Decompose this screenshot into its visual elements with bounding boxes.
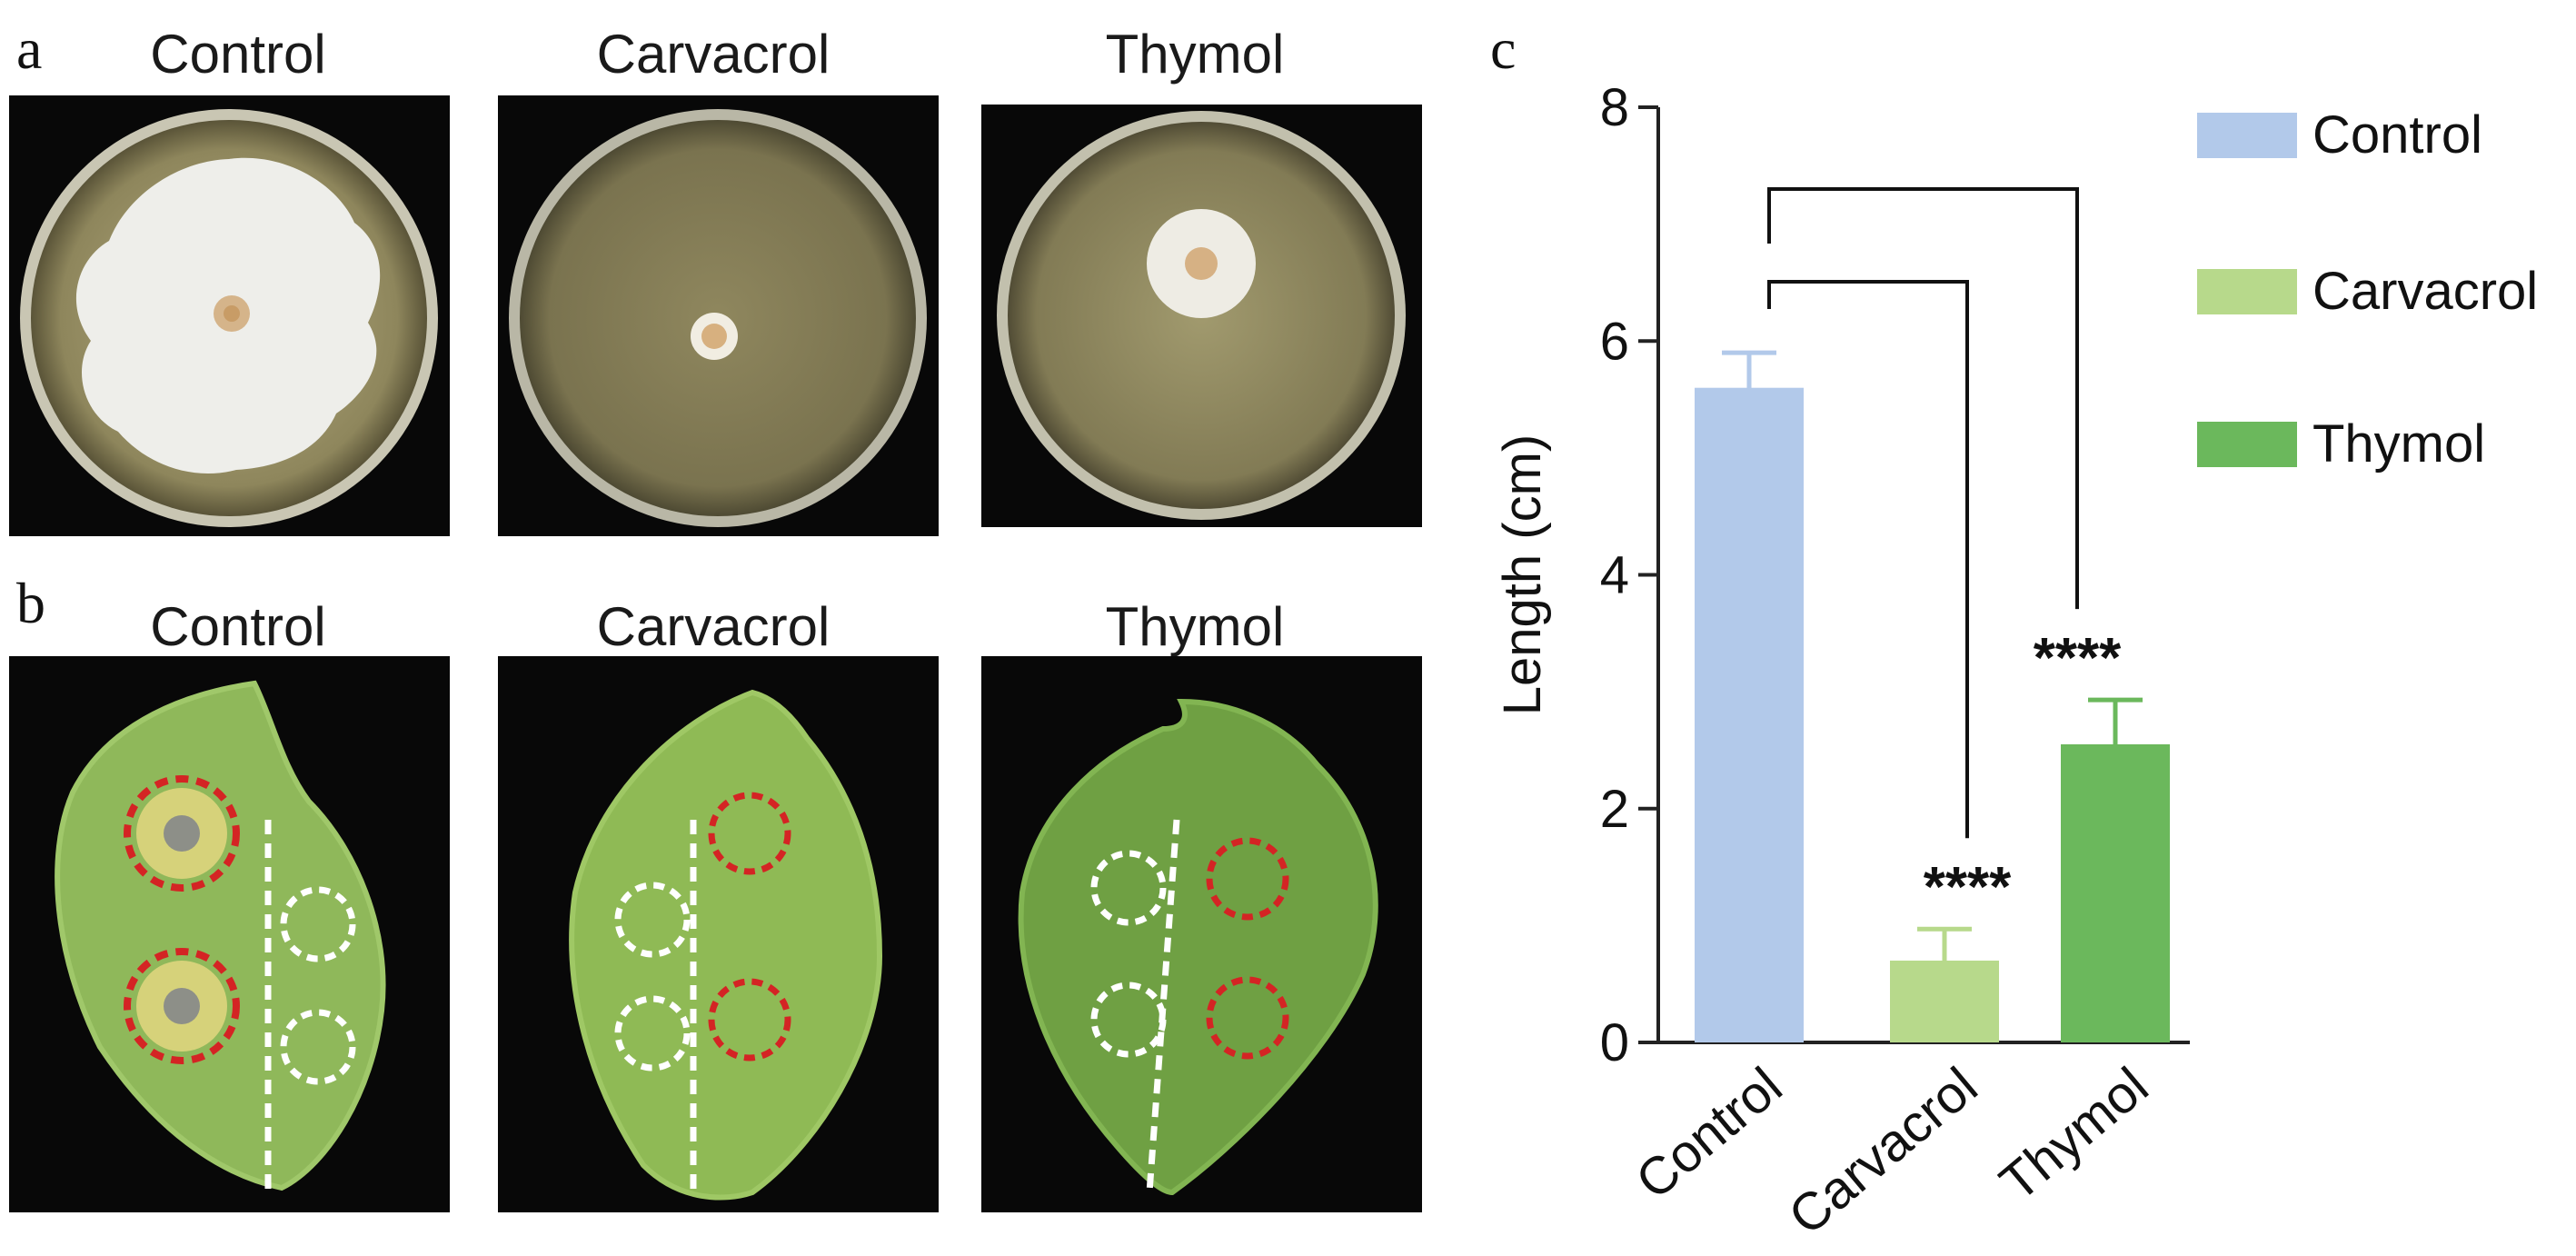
petri-dish-carvacrol-illustration (509, 109, 927, 527)
legend-swatch-carvacrol (2197, 269, 2297, 314)
y-tick-label: 2 (1600, 780, 1629, 839)
petri-dish-photo-control (9, 95, 450, 536)
significance-bracket-thymol (1767, 187, 2079, 610)
legend-swatch-control (2197, 113, 2297, 158)
y-tick-label: 4 (1600, 546, 1629, 605)
row-b-label-carvacrol: Carvacrol (596, 596, 830, 657)
row-a-label-control: Control (150, 24, 326, 85)
bar-thymol (2061, 744, 2170, 1042)
panel-letter-b: b (16, 571, 45, 635)
x-tick-label-control: Control (1625, 1056, 1793, 1211)
y-tick-label: 6 (1600, 312, 1629, 371)
legend-label-carvacrol: Carvacrol (2312, 262, 2538, 321)
x-tick-label-carvacrol: Carvacrol (1777, 1056, 1988, 1246)
x-tick-label-thymol: Thymol (1989, 1056, 2159, 1212)
legend-swatch-thymol (2197, 422, 2297, 467)
petri-dish-control-illustration (20, 109, 438, 527)
leaf-photo-thymol (981, 656, 1422, 1212)
y-tick-label: 0 (1600, 1013, 1629, 1072)
significance-bracket-carvacrol (1767, 280, 1969, 839)
leaf-photo-control (9, 656, 450, 1212)
bar-control (1695, 387, 1804, 1042)
y-tick-label: 8 (1600, 78, 1629, 137)
chart-significance-brackets: **** **** (1767, 187, 2122, 919)
panel-letter-c: c (1490, 16, 1517, 81)
leaf-thymol-illustration (1018, 698, 1378, 1196)
significance-label-thymol: **** (2034, 627, 2122, 690)
leaf-carvacrol-illustration (569, 689, 883, 1201)
significance-label-carvacrol: **** (1924, 856, 2012, 919)
row-a-label-thymol: Thymol (1105, 24, 1285, 85)
petri-dish-photo-carvacrol (498, 95, 939, 536)
y-axis-label: Length (cm) (1493, 434, 1552, 715)
panel-letter-a: a (16, 16, 43, 81)
row-b-label-control: Control (150, 596, 326, 657)
row-a-label-carvacrol: Carvacrol (596, 24, 830, 85)
legend-label-control: Control (2312, 105, 2482, 164)
leaf-control-illustration (55, 680, 386, 1192)
chart-legend: Control Carvacrol Thymol (2197, 105, 2538, 473)
legend-label-thymol: Thymol (2312, 414, 2485, 473)
row-b-label-thymol: Thymol (1105, 596, 1285, 657)
petri-dish-thymol-illustration (997, 111, 1406, 520)
chart-bars (1695, 350, 2170, 1042)
leaf-photo-carvacrol (498, 656, 939, 1212)
petri-dish-photo-thymol (981, 105, 1422, 527)
